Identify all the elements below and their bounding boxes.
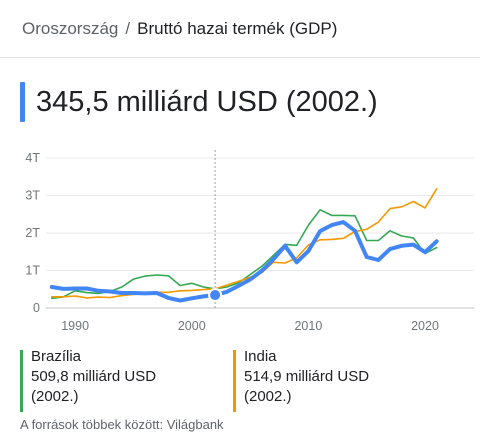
breadcrumb-separator: / (125, 19, 131, 38)
headline: 345,5 milliárd USD (2002.) (20, 81, 378, 123)
chart-grid (46, 157, 474, 309)
source-attribution: A források többek között: Világbank (20, 417, 224, 432)
y-tick-label: 0 (33, 301, 40, 315)
chart-series (49, 187, 439, 303)
legend-year: (2002.) (244, 388, 292, 405)
legend-value: 514,9 milliárd USD (244, 368, 370, 385)
breadcrumb-current: Bruttó hazai termék (GDP) (137, 19, 338, 38)
x-tick-label: 1990 (61, 319, 89, 333)
headline-value: 345,5 milliárd USD (2002.) (36, 85, 378, 118)
legend-name: Brazília (31, 348, 82, 365)
breadcrumb: Oroszország / Bruttó hazai termék (GDP) (22, 19, 337, 39)
series-line-russia (49, 220, 439, 303)
highlight-marker-dot[interactable] (208, 288, 223, 303)
legend-item-india[interactable]: India 514,9 milliárd USD (2002.) (233, 347, 370, 412)
legend-name: India (244, 348, 277, 365)
gdp-line-chart[interactable]: 0 1T 2T 3T 4T 1990 2000 2010 2020 (0, 140, 480, 340)
y-tick-label: 4T (25, 151, 40, 165)
x-tick-label: 2010 (294, 319, 322, 333)
legend-item-brazil[interactable]: Brazília 509,8 milliárd USD (2002.) (20, 347, 157, 412)
x-axis-ticks: 1990 2000 2010 2020 (61, 319, 439, 333)
x-tick-label: 2020 (411, 319, 439, 333)
legend-swatch-brazil (20, 350, 23, 412)
breadcrumb-parent-link[interactable]: Oroszország (22, 19, 119, 38)
x-tick-label: 2000 (178, 319, 206, 333)
series-line-brazil (50, 209, 438, 300)
y-axis-ticks: 0 1T 2T 3T 4T (25, 151, 40, 315)
y-tick-label: 3T (25, 189, 40, 203)
y-tick-label: 2T (25, 226, 40, 240)
legend-year: (2002.) (31, 388, 79, 405)
legend-swatch-india (233, 350, 236, 412)
headline-accent-bar (20, 82, 25, 122)
legend-value: 509,8 milliárd USD (31, 368, 157, 385)
header-divider (0, 57, 480, 58)
y-tick-label: 1T (25, 264, 40, 278)
series-line-india (50, 187, 438, 299)
